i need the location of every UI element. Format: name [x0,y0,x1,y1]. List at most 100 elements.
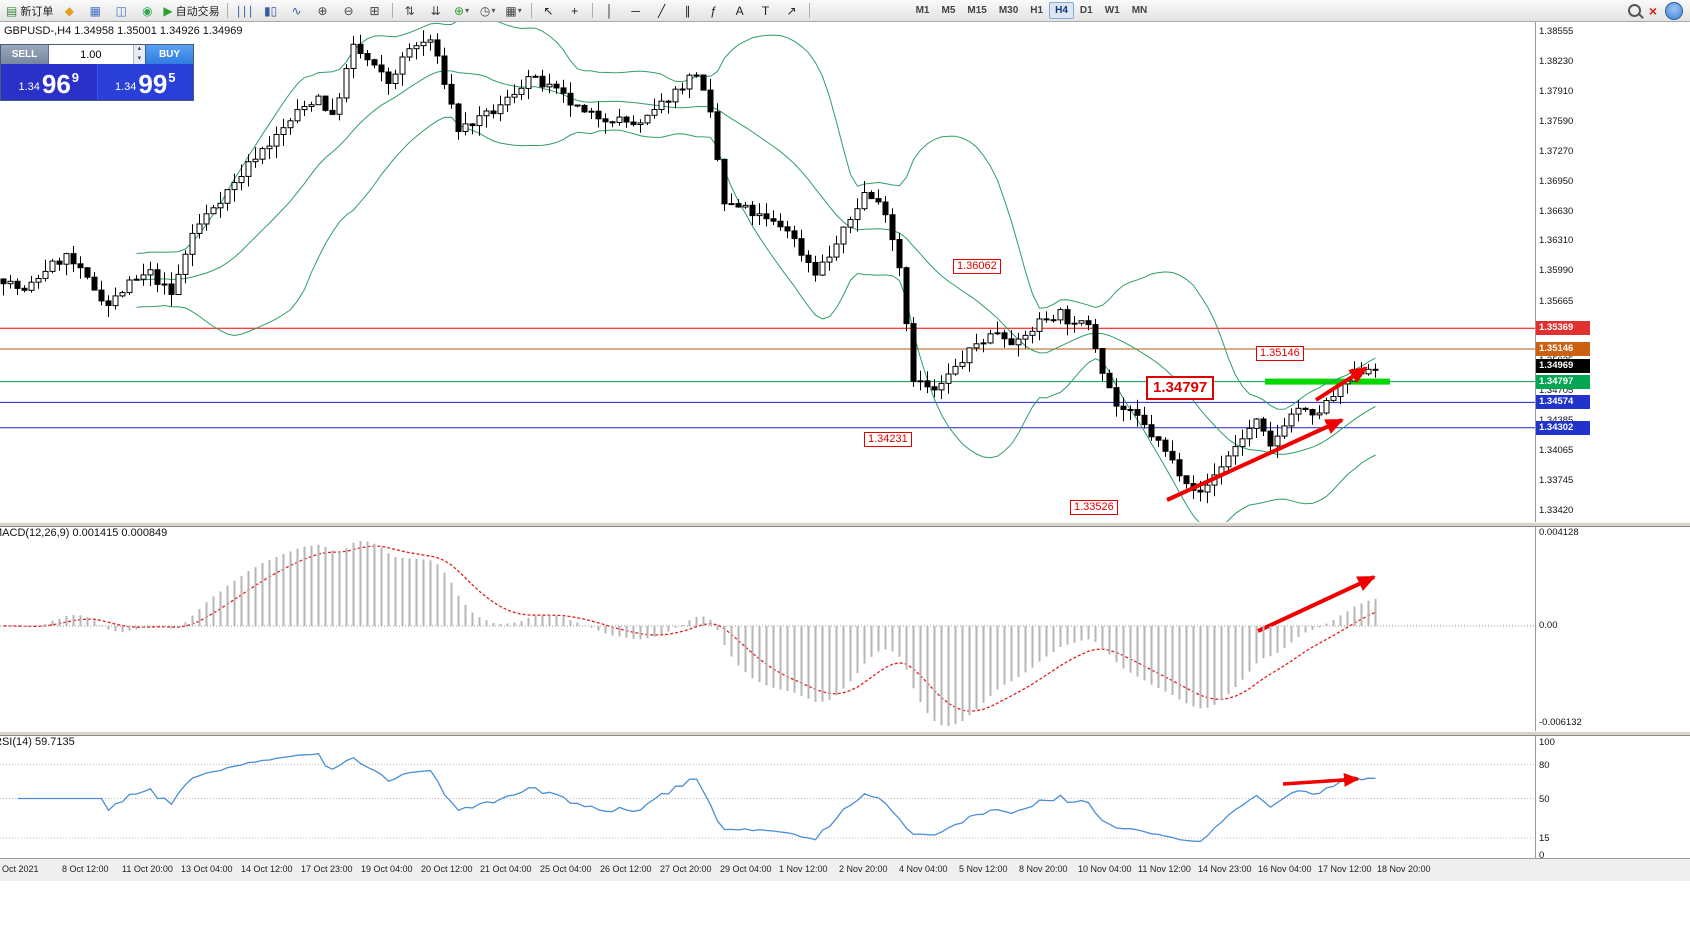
metaeditor-button[interactable]: ◆ [56,1,82,21]
autotrading-button[interactable]: ▶ 自动交易 [160,1,222,21]
panel-separator-main-macd[interactable] [0,522,1690,527]
timeframe-h1[interactable]: H1 [1030,5,1044,16]
indicators-icon: ⊕ [454,3,465,18]
channel-button[interactable]: ∥ [675,1,701,21]
sell-price-sup: 9 [71,70,80,85]
market-watch-button[interactable]: ▦ [82,1,108,21]
volume-spinner: ▴ ▾ [132,45,145,64]
macd-histogram [9,541,1377,726]
macd-label: MACD(12,26,9) 0.001415 0.000849 [0,527,168,539]
buy-price-sup: 5 [168,70,176,85]
arrows-button[interactable]: ↗ [779,1,805,21]
price-axis-label: 1.38230 [1539,56,1574,67]
new-order-button[interactable]: ▤ 新订单 [3,1,56,21]
volume-up-icon[interactable]: ▴ [133,45,145,55]
indicators-button[interactable]: ⊕ ▾ [449,1,475,21]
time-axis-label: 8 Oct 12:00 [62,864,109,874]
price-callout[interactable]: 1.34797 [1146,376,1215,400]
time-axis-label: 4 Nov 04:00 [899,864,948,874]
price-axis-label: 1.34065 [1539,445,1574,456]
time-axis-label: 14 Oct 12:00 [241,864,293,874]
candlestick-mode-button[interactable]: ▮▯ [258,1,284,21]
price-axis-label: 1.36950 [1539,176,1574,187]
fibonacci-icon: ƒ [710,3,717,18]
dropdown-caret-icon[interactable]: ▾ [517,6,522,15]
arrange-button[interactable]: ⇅ [397,1,423,21]
fibonacci-button[interactable]: ƒ [701,1,727,21]
new-order-button-label: 新订单 [20,5,54,18]
rsi-trend-arrow[interactable] [1282,772,1360,787]
user-avatar[interactable] [1665,1,1683,20]
price-callout[interactable]: 1.34231 [864,432,912,447]
auto-scroll-button[interactable]: ⇊ [423,1,449,21]
timeframe-w1[interactable]: W1 [1104,5,1120,16]
zoom-out-button[interactable]: ⊖ [336,1,362,21]
buy-price-button[interactable]: 1.34 99 5 [97,64,193,100]
arrows-icon: ↗ [786,3,797,18]
volume-input[interactable] [49,45,133,64]
periods-button[interactable]: ◷ ▾ [475,1,501,21]
price-level-lines[interactable] [0,327,1535,429]
text-label-button[interactable]: T [753,1,779,21]
timeframe-d1[interactable]: D1 [1079,5,1093,16]
navigator-button[interactable]: ◫ [108,1,134,21]
cursor-icon: ↖ [543,3,554,18]
candlestick-series [0,30,1379,504]
macd-axis-max: 0.004128 [1539,527,1579,538]
time-axis-label: 20 Oct 12:00 [421,864,473,874]
sell-price-button[interactable]: 1.34 96 9 [1,64,98,100]
rsi-panel [0,752,1535,843]
templates-icon: ▦ [505,3,517,18]
buy-price-big: 99 [138,69,168,99]
crosshair-button[interactable]: + [562,1,588,21]
tile-windows-button[interactable]: ⊞ [362,1,388,21]
text-button[interactable]: A [727,1,753,21]
volume-down-icon[interactable]: ▾ [133,54,145,64]
timeframe-m5[interactable]: M5 [941,5,956,16]
autotrading-icon: ▶ [163,3,173,18]
line-chart-mode-button[interactable]: ∿ [284,1,310,21]
time-axis-label: 18 Nov 20:00 [1377,864,1431,874]
tile-windows-icon: ⊞ [369,3,380,18]
time-axis-label: 11 Oct 20:00 [122,864,173,874]
dropdown-caret-icon[interactable]: ▾ [465,6,470,15]
trend-arrow[interactable] [1166,418,1344,502]
macd-trend-arrow[interactable] [1257,575,1376,633]
trendline-button[interactable]: ╱ [649,1,675,21]
rsi-line [17,752,1376,843]
periods-icon: ◷ [479,3,491,18]
highlight-zone[interactable] [1265,378,1390,385]
timeframe-m30[interactable]: M30 [998,5,1019,16]
buy-button[interactable]: BUY [145,45,193,64]
horizontal-line-button[interactable]: ─ [623,1,649,21]
zoom-in-button[interactable]: ⊕ [310,1,336,21]
crosshair-icon: + [571,3,579,18]
cursor-button[interactable]: ↖ [536,1,562,21]
bollinger-upper-line [136,22,1376,410]
panel-separator-macd-rsi[interactable] [0,731,1690,736]
templates-button[interactable]: ▦ ▾ [501,1,527,21]
timeframe-h4[interactable]: H4 [1049,2,1074,19]
dropdown-caret-icon[interactable]: ▾ [491,6,496,15]
auto-scroll-icon: ⇊ [430,3,441,18]
search-icon[interactable] [1627,4,1641,17]
timeframe-m15[interactable]: M15 [967,5,987,16]
terminal-button[interactable]: ◉ [134,1,160,21]
text-icon: A [735,3,744,18]
volume-field-wrap: ▴ ▾ [49,45,145,64]
time-axis-strip[interactable] [0,858,1690,881]
sell-button[interactable]: SELL [1,45,49,64]
price-callout[interactable]: 1.36062 [953,259,1001,274]
price-axis-label: 1.33745 [1539,475,1574,486]
timeframe-m1[interactable]: M1 [915,5,930,16]
close-icon[interactable]: × [1648,2,1657,19]
vertical-line-icon: │ [605,3,614,18]
vertical-line-button[interactable]: │ [597,1,623,21]
time-axis-label: Oct 2021 [2,864,39,874]
price-callout[interactable]: 1.33526 [1070,500,1118,515]
trend-arrow[interactable] [1314,366,1368,402]
timeframe-mn[interactable]: MN [1131,5,1148,16]
zoom-out-icon: ⊖ [343,3,354,18]
bar-chart-mode-button[interactable]: ∣∣∣ [232,1,258,21]
price-callout[interactable]: 1.35146 [1256,346,1304,361]
